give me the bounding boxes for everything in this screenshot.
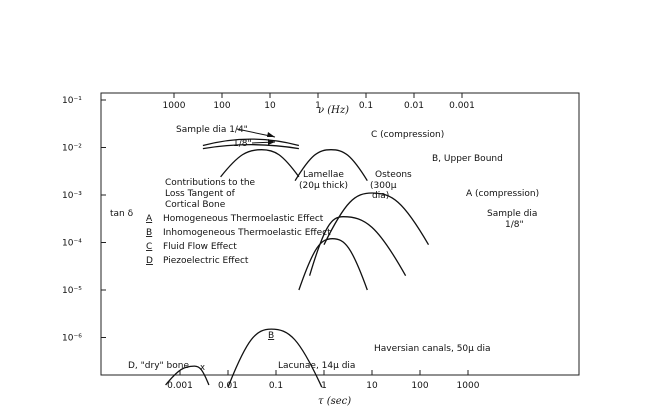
legend-key-a: A (146, 214, 153, 224)
legend-key-d: D (146, 256, 153, 266)
c-compression-label: C (compression) (371, 130, 444, 140)
legend-text-a: Homogeneous Thermoelastic Effect (163, 214, 324, 224)
d-marker: x (200, 363, 205, 373)
b-upper-bound-label: B, Upper Bound (432, 154, 503, 164)
curve-B-lamellae (220, 149, 300, 178)
sample-eighth-label: 1/8" (233, 139, 252, 149)
legend: Contributions to the Loss Tangent of Cor… (146, 178, 331, 266)
sample-quarter-label: Sample dia 1/4" (176, 125, 248, 135)
legend-text-b: Inhomogeneous Thermoelastic Effect (163, 228, 331, 238)
curve-C-eighth (202, 144, 300, 150)
top-tick-label: 10 (264, 101, 276, 111)
y-axis-ticks: 10⁻¹ 10⁻² 10⁻³ 10⁻⁴ 10⁻⁵ 10⁻⁶ (62, 96, 106, 344)
curve-A-lower (298, 238, 368, 291)
arrowhead-quarter (267, 132, 275, 137)
lamellae-label-1: Lamellae (303, 170, 344, 180)
bottom-tick-label: 100 (411, 381, 428, 391)
legend-key-b: B (146, 228, 152, 238)
curve-B-osteons (294, 149, 368, 182)
top-tick-label: 100 (213, 101, 230, 111)
osteons-label-3: dia) (372, 191, 389, 201)
annotations: Sample dia 1/4" 1/8" C (compression) B, … (128, 125, 539, 373)
legend-key-c: C (146, 242, 152, 252)
legend-heading-3: Cortical Bone (165, 200, 226, 210)
y-axis-title: tan δ (110, 209, 134, 219)
lamellae-label-2: (20μ thick) (299, 181, 348, 191)
top-tick-label: 0.01 (404, 101, 424, 111)
y-tick-label: 10⁻¹ (62, 96, 82, 106)
a-compression-label: A (compression) (466, 189, 539, 199)
curve-B-lacunae (165, 365, 210, 386)
top-tick-label: 1 (315, 101, 321, 111)
b-letter-label: B (268, 331, 274, 341)
bottom-tick-label: 10 (366, 381, 378, 391)
sample-dia-a-label-2: 1/8" (505, 220, 524, 230)
top-axis-title: ν (Hz) (318, 105, 349, 116)
top-tick-label: 0.1 (359, 101, 373, 111)
legend-text-c: Fluid Flow Effect (163, 242, 237, 252)
plot-frame (100, 92, 580, 376)
curve-A-mid (308, 216, 407, 277)
curve-C-quarter (202, 138, 300, 147)
top-tick-label: 0.001 (449, 101, 475, 111)
osteons-label-1: Osteons (375, 170, 412, 180)
bottom-tick-label: 1 (321, 381, 327, 391)
y-tick-label: 10⁻⁴ (62, 239, 82, 249)
curves (165, 138, 430, 388)
legend-text-d: Piezoelectric Effect (163, 256, 249, 266)
bottom-tick-label: 0.001 (167, 381, 193, 391)
d-dry-bone-label: D, "dry" bone (128, 361, 189, 371)
lacunae-label: Lacunae, 14μ dia (278, 361, 355, 371)
arrowhead-eighth (268, 139, 275, 145)
top-axis-ticks: 1000 100 10 1 0.1 0.01 0.001 (163, 93, 475, 111)
bottom-axis-title: τ (sec) (318, 396, 351, 407)
legend-heading-2: Loss Tangent of (165, 189, 236, 199)
curve-A-upper (323, 192, 430, 246)
osteons-label-2: (300μ (370, 181, 397, 191)
legend-heading-1: Contributions to the (165, 178, 256, 188)
haversian-label: Haversian canals, 50μ dia (374, 344, 490, 354)
y-tick-label: 10⁻² (62, 144, 82, 154)
y-tick-label: 10⁻⁵ (62, 286, 82, 296)
y-tick-label: 10⁻³ (62, 191, 82, 201)
sample-arrows (236, 128, 276, 145)
bottom-tick-label: 1000 (457, 381, 480, 391)
bottom-axis-ticks: 0.001 0.01 0.1 1 10 100 1000 (167, 370, 480, 391)
curve-B-haversian (227, 328, 323, 388)
sample-dia-a-label-1: Sample dia (487, 209, 537, 219)
bottom-tick-label: 0.1 (269, 381, 283, 391)
y-tick-label: 10⁻⁶ (62, 334, 82, 344)
top-tick-label: 1000 (163, 101, 186, 111)
